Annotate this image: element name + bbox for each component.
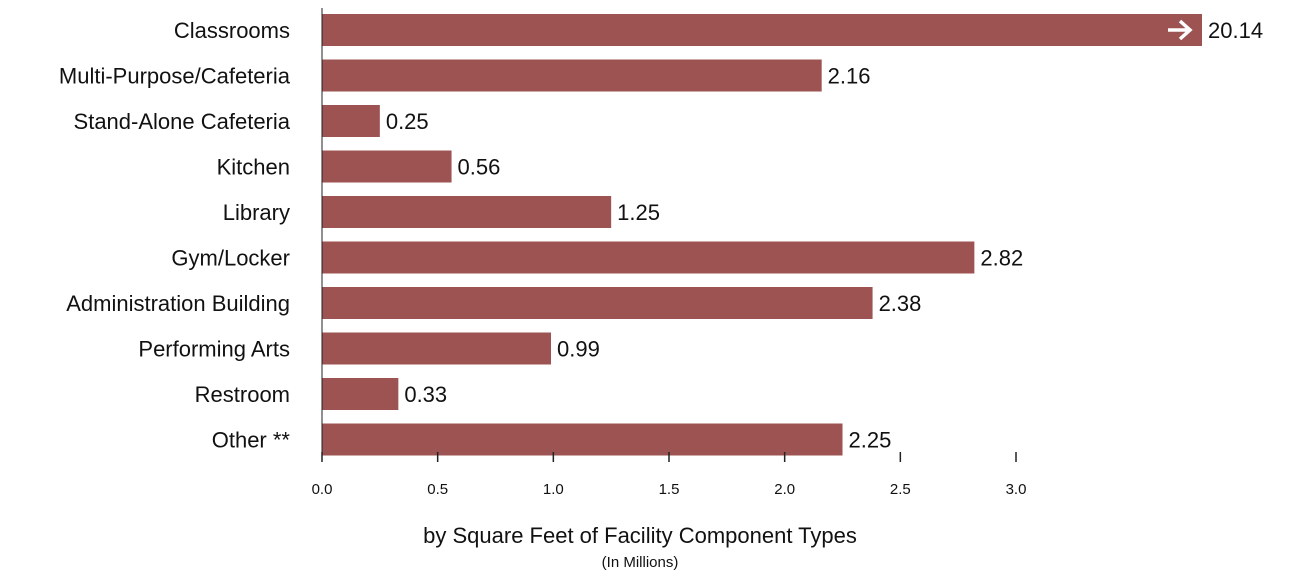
x-tick-label: 0.0 [312,481,333,498]
bar [322,150,452,183]
x-tick-label: 2.0 [774,481,795,498]
x-axis-title: by Square Feet of Facility Component Typ… [423,523,857,548]
bar [322,59,822,92]
y-tick-label: Classrooms [174,18,290,43]
value-label: 0.33 [404,382,447,407]
x-tick-label: 1.5 [659,481,680,498]
x-tick-label: 3.0 [1006,481,1027,498]
x-axis-subtitle: (In Millions) [602,554,679,571]
y-tick-label: Library [223,200,290,225]
bar [322,378,399,410]
y-tick-label: Multi-Purpose/Cafeteria [59,63,291,88]
y-tick-label: Other ** [212,427,291,452]
value-label: 2.16 [828,63,871,88]
value-label: 0.25 [386,109,429,134]
value-label: 2.82 [980,245,1023,270]
y-tick-label: Kitchen [217,154,290,179]
bar [322,287,873,319]
y-tick-label: Restroom [195,382,290,407]
break-arrow [1168,19,1193,41]
bar [322,332,552,365]
value-label: 0.99 [557,336,600,361]
value-label: 2.38 [879,291,922,316]
bar [322,423,843,456]
bar [322,241,975,274]
value-label: 20.14 [1208,18,1263,43]
bar [322,196,612,228]
x-tick-label: 2.5 [890,481,911,498]
y-tick-label: Administration Building [66,291,290,316]
y-tick-label: Gym/Locker [171,245,290,270]
value-label: 0.56 [458,154,501,179]
y-tick-label: Performing Arts [138,336,290,361]
value-label: 2.25 [849,427,892,452]
value-label: 1.25 [617,200,660,225]
bar [322,14,1202,46]
bar [322,105,380,137]
x-tick-label: 1.0 [543,481,564,498]
y-tick-label: Stand-Alone Cafeteria [74,109,291,134]
bars [322,14,1202,456]
x-tick-label: 0.5 [427,481,448,498]
